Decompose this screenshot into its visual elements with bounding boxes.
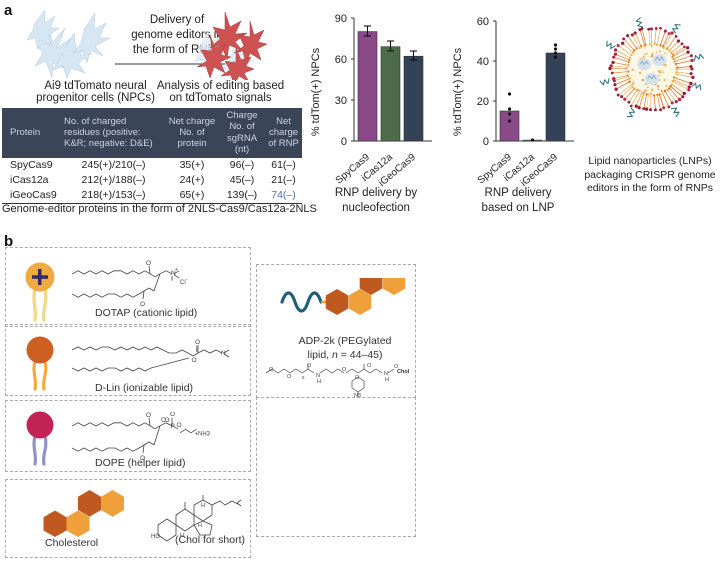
svg-text:H: H bbox=[385, 377, 389, 383]
svg-text:60: 60 bbox=[477, 16, 489, 28]
svg-text:O: O bbox=[146, 412, 151, 419]
svg-text:Cl: Cl bbox=[180, 280, 186, 286]
svg-text:-: - bbox=[186, 277, 188, 283]
svg-text:O: O bbox=[342, 367, 347, 373]
svg-text:0: 0 bbox=[341, 136, 347, 148]
svg-text:90: 90 bbox=[335, 13, 347, 25]
svg-text:HO: HO bbox=[151, 534, 160, 540]
svg-text:H: H bbox=[201, 503, 205, 509]
svg-text:O: O bbox=[287, 374, 292, 380]
svg-text:O: O bbox=[177, 422, 182, 429]
svg-text:0: 0 bbox=[483, 136, 489, 148]
svg-text:O: O bbox=[195, 339, 200, 346]
svg-text:20: 20 bbox=[477, 96, 489, 108]
svg-text:O: O bbox=[367, 363, 372, 369]
svg-text:N3: N3 bbox=[354, 393, 361, 397]
svg-text:30: 30 bbox=[335, 95, 347, 107]
svg-text:+NH3: +NH3 bbox=[195, 431, 211, 437]
svg-text:H: H bbox=[317, 379, 321, 385]
svg-text:O: O bbox=[146, 260, 151, 267]
svg-text:H: H bbox=[198, 523, 202, 529]
svg-text:O: O bbox=[161, 417, 166, 424]
svg-text:O: O bbox=[170, 412, 175, 418]
svg-text:60: 60 bbox=[335, 54, 347, 66]
svg-text:O: O bbox=[269, 367, 274, 373]
svg-text:O: O bbox=[192, 357, 197, 364]
svg-text:Chol: Chol bbox=[397, 369, 410, 375]
svg-text:5: 5 bbox=[302, 375, 305, 380]
svg-text:40: 40 bbox=[477, 56, 489, 68]
svg-text:N: N bbox=[221, 350, 226, 357]
